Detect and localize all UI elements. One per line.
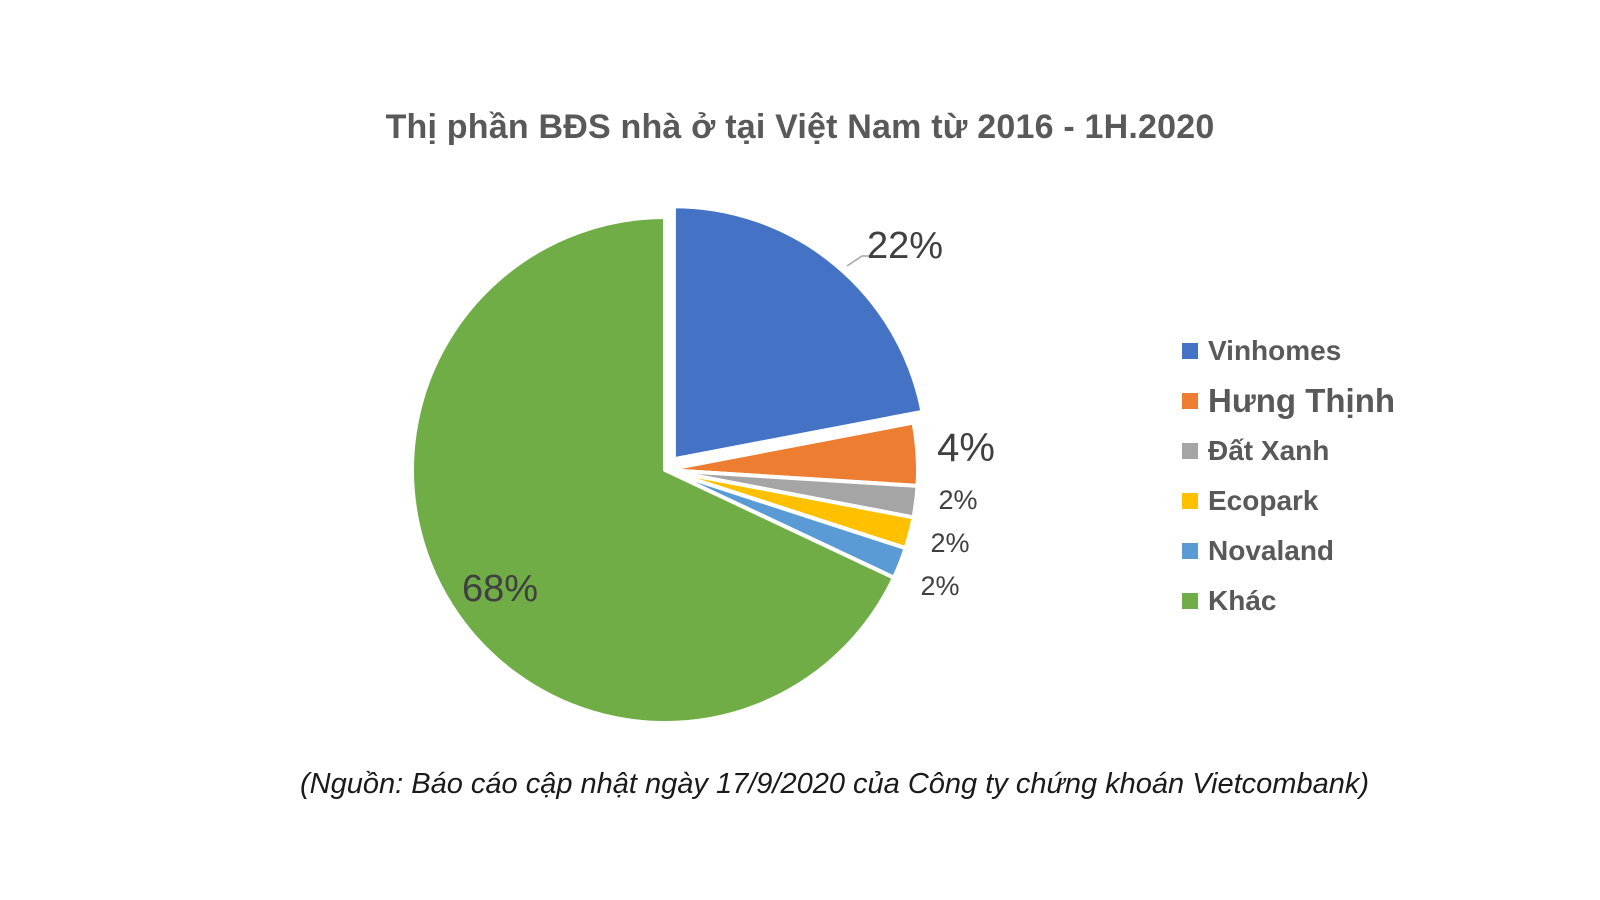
legend-item: Vinhomes	[1182, 326, 1482, 376]
legend-swatch	[1182, 443, 1198, 459]
pie-slice-1	[671, 204, 925, 462]
legend-label: Đất Xanh	[1208, 435, 1330, 466]
legend-item: Novaland	[1182, 526, 1482, 576]
data-label-2: 4%	[937, 426, 995, 470]
legend-label: Hưng Thịnh	[1208, 382, 1396, 419]
data-label-5: 2%	[920, 571, 959, 601]
legend-item: Đất Xanh	[1182, 426, 1482, 476]
legend-swatch	[1182, 343, 1198, 359]
source-note: (Nguồn: Báo cáo cập nhật ngày 17/9/2020 …	[300, 768, 1370, 800]
chart-title: Thị phần BĐS nhà ở tại Việt Nam từ 2016 …	[385, 108, 1215, 146]
data-label-6: 68%	[462, 568, 538, 610]
legend: Vinhomes Hưng Thịnh Đất Xanh Ecopark Novalan…	[1182, 326, 1482, 626]
legend-swatch	[1182, 493, 1198, 509]
legend-item: Ecopark	[1182, 476, 1482, 526]
legend-swatch	[1182, 593, 1198, 609]
leader-line	[846, 255, 872, 267]
legend-item: Khác	[1182, 576, 1482, 626]
legend-item: Hưng Thịnh	[1182, 376, 1482, 426]
legend-label: Khác	[1208, 585, 1277, 616]
legend-swatch	[1182, 543, 1198, 559]
data-label-4: 2%	[930, 528, 969, 558]
legend-swatch	[1182, 393, 1198, 409]
legend-label: Vinhomes	[1208, 335, 1342, 366]
pie-slice-6	[410, 215, 896, 725]
legend-label: Novaland	[1208, 535, 1335, 566]
data-label-1: 22%	[867, 225, 943, 267]
legend-label: Ecopark	[1208, 485, 1319, 516]
data-label-3: 2%	[938, 485, 977, 515]
